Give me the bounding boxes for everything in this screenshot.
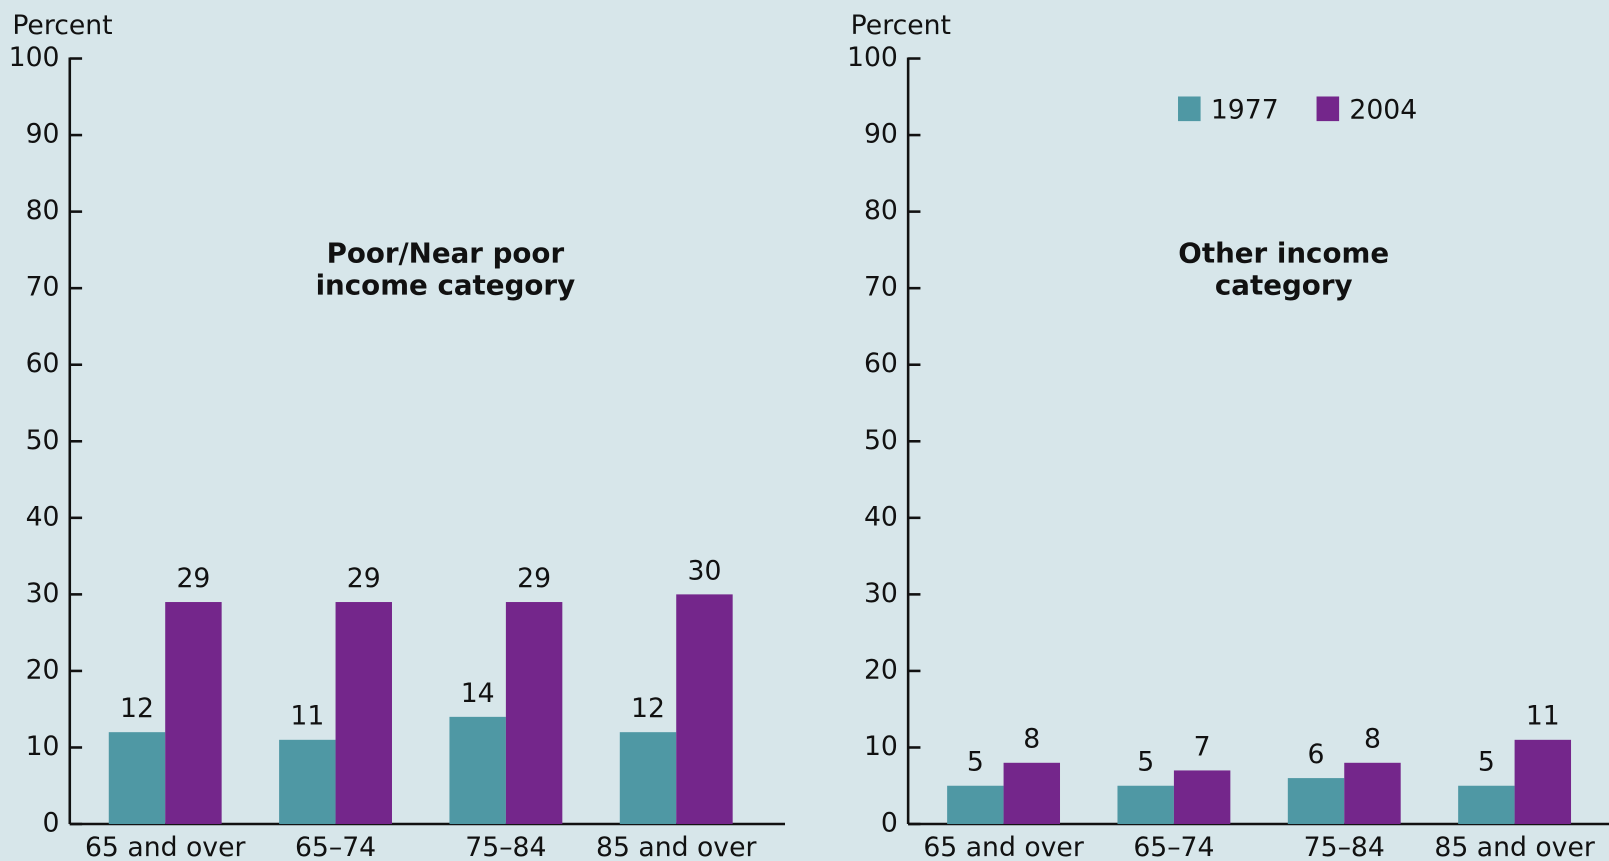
chart-title: income category	[316, 268, 576, 301]
legend-swatch	[1178, 96, 1201, 122]
y-tick-label: 10	[864, 731, 898, 762]
bar	[619, 732, 677, 825]
chart-title: category	[1215, 268, 1353, 301]
bar	[165, 602, 222, 825]
y-tick-label: 50	[864, 425, 898, 456]
chart-title: Poor/Near poor	[327, 237, 565, 270]
bar	[1003, 762, 1061, 825]
value-label: 7	[1194, 731, 1211, 762]
value-label: 29	[517, 563, 551, 594]
bar	[1344, 762, 1401, 825]
y-axis-label: Percent	[12, 10, 112, 41]
x-tick-label: 75–84	[1304, 832, 1385, 861]
x-tick-label: 65 and over	[85, 832, 245, 861]
value-label: 11	[290, 701, 324, 732]
y-tick-label: 30	[864, 578, 898, 609]
bar	[505, 602, 563, 825]
y-axis-label: Percent	[851, 10, 951, 41]
bar	[1458, 785, 1515, 825]
bar	[1287, 778, 1345, 825]
y-tick-label: 60	[864, 348, 898, 379]
value-label: 5	[1137, 747, 1154, 778]
bar	[449, 716, 506, 825]
bar	[1173, 770, 1231, 825]
bar	[1117, 785, 1174, 825]
legend-swatch	[1316, 96, 1340, 122]
bar	[1514, 739, 1572, 825]
y-tick-label: 0	[881, 808, 898, 839]
bar	[335, 602, 392, 825]
x-tick-label: 65–74	[1133, 832, 1214, 861]
value-label: 8	[1023, 724, 1040, 755]
y-tick-label: 20	[26, 654, 60, 685]
legend-label: 2004	[1349, 94, 1417, 125]
x-tick-label: 85 and over	[596, 832, 756, 861]
value-label: 14	[461, 678, 495, 709]
y-tick-label: 30	[26, 578, 60, 609]
value-label: 12	[120, 693, 154, 724]
y-tick-label: 40	[26, 501, 60, 532]
x-tick-label: 65–74	[295, 832, 376, 861]
x-tick-label: 85 and over	[1434, 832, 1594, 861]
legend-label: 1977	[1211, 94, 1279, 125]
y-tick-label: 90	[864, 119, 898, 150]
y-tick-label: 40	[864, 501, 898, 532]
y-tick-label: 50	[26, 425, 60, 456]
bar	[108, 732, 166, 825]
value-label: 5	[1478, 747, 1495, 778]
y-tick-label: 100	[847, 42, 898, 73]
bar	[947, 785, 1004, 825]
value-label: 29	[347, 563, 381, 594]
y-tick-label: 90	[26, 119, 60, 150]
y-tick-label: 60	[26, 348, 60, 379]
value-label: 11	[1526, 701, 1560, 732]
y-tick-label: 70	[26, 272, 60, 303]
y-tick-label: 80	[864, 195, 898, 226]
y-tick-label: 0	[43, 808, 60, 839]
value-label: 8	[1364, 724, 1381, 755]
bar	[279, 739, 336, 825]
value-label: 30	[687, 555, 721, 586]
value-label: 12	[631, 693, 665, 724]
value-label: 5	[967, 747, 984, 778]
y-tick-label: 10	[26, 731, 60, 762]
y-tick-label: 100	[9, 42, 60, 73]
y-tick-label: 80	[26, 195, 60, 226]
x-tick-label: 65 and over	[923, 832, 1083, 861]
y-tick-label: 70	[864, 272, 898, 303]
value-label: 29	[176, 563, 210, 594]
value-label: 6	[1308, 739, 1325, 770]
bar	[676, 594, 733, 825]
y-tick-label: 20	[864, 654, 898, 685]
chart-title: Other income	[1178, 237, 1389, 270]
x-tick-label: 75–84	[465, 832, 546, 861]
